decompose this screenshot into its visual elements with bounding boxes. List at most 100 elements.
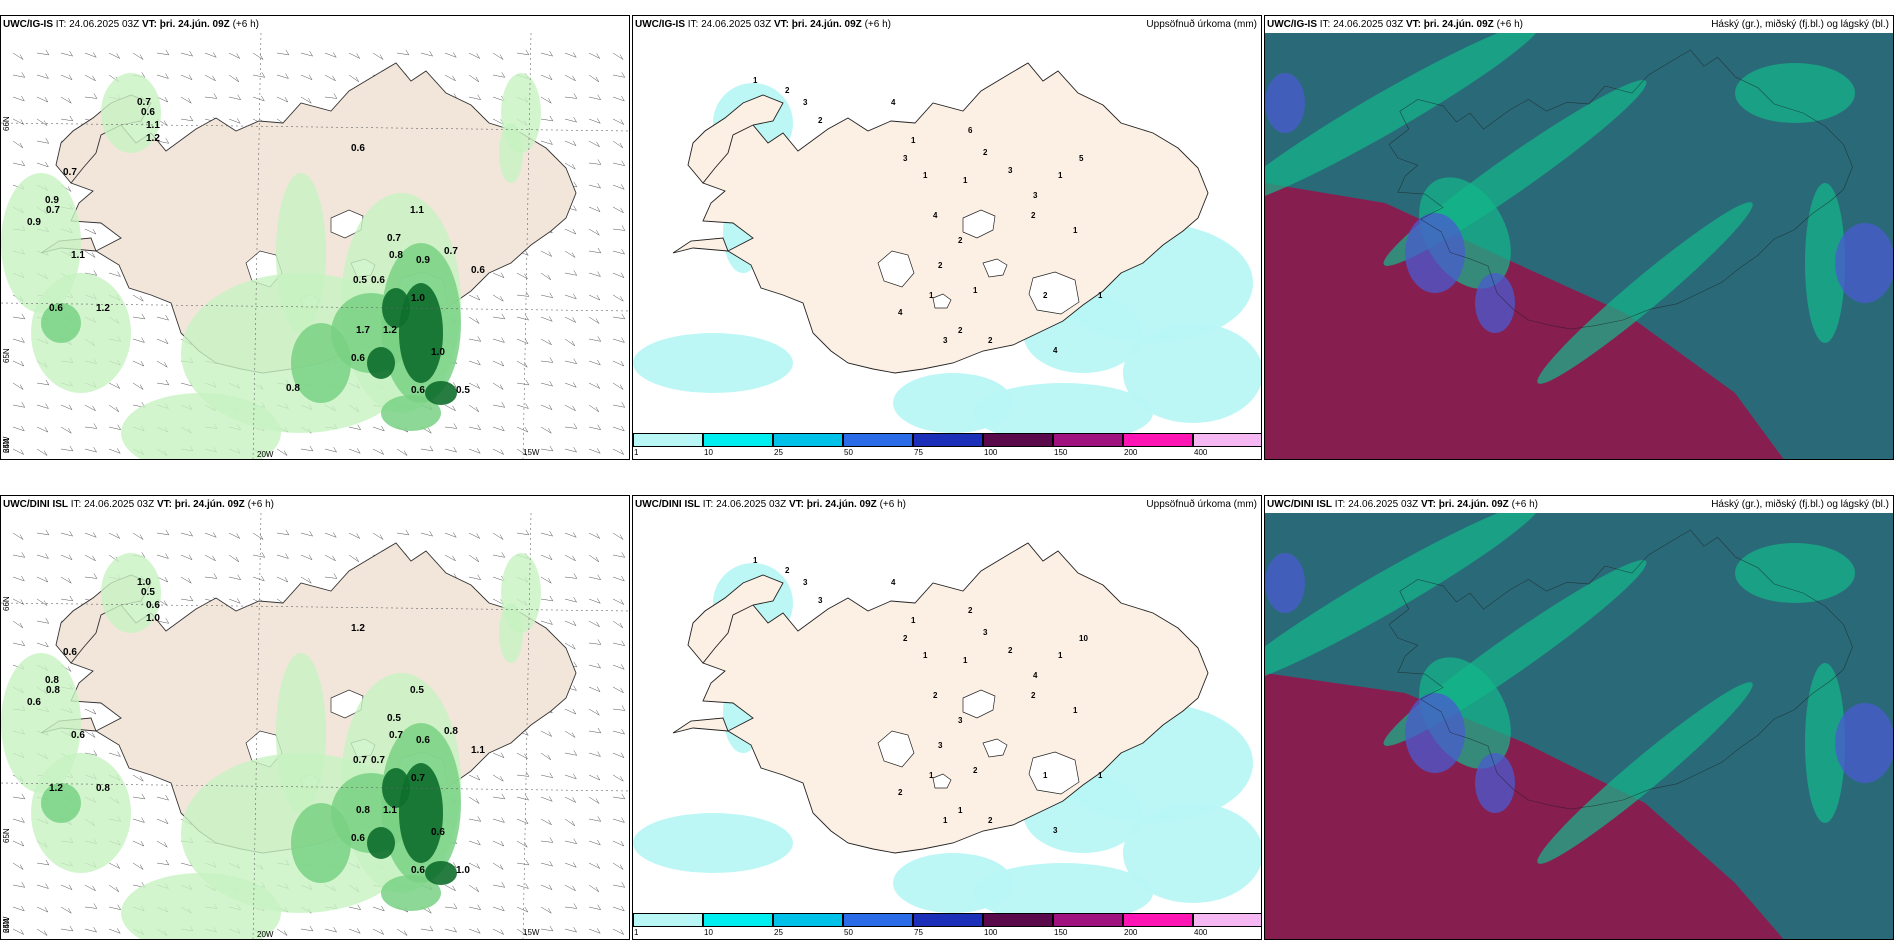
wind-barb xyxy=(564,426,577,429)
wind-barb-flag xyxy=(476,53,480,59)
wind-barb xyxy=(588,74,599,83)
wind-barb-flag xyxy=(285,553,289,559)
wind-barb xyxy=(84,228,96,235)
wind-barb xyxy=(516,796,529,801)
wind-barb-flag xyxy=(572,555,576,561)
wind-barb-flag xyxy=(164,576,169,583)
wind-barb-flag xyxy=(597,574,601,580)
wind-barb-flag xyxy=(19,864,24,870)
wind-barb-flag xyxy=(524,906,529,913)
wind-barb-flag xyxy=(139,384,144,390)
wind-barb xyxy=(612,140,623,149)
wind-barb-flag xyxy=(21,640,25,646)
wind-barb xyxy=(60,906,72,914)
wind-barb-flag xyxy=(597,904,601,910)
wind-barb-flag xyxy=(620,272,625,278)
wind-barb-flag xyxy=(620,449,624,455)
wind-barb-flag xyxy=(525,379,530,386)
latitude-line xyxy=(1,602,629,612)
wind-barb xyxy=(516,382,529,386)
wind-barb-flag xyxy=(596,533,600,539)
wind-barb-flag xyxy=(428,428,432,434)
colorbar-tick-label: 50 xyxy=(844,928,853,937)
wind-barb xyxy=(468,862,480,869)
wind-barb-flag xyxy=(163,600,168,606)
panel-r2-wind-precip: UWC/DINI ISL IT: 24.06.2025 03Z VT: þri.… xyxy=(0,495,630,940)
wind-barb-flag xyxy=(45,161,49,168)
wind-barb xyxy=(588,642,601,645)
precip-value-label: 1.0 xyxy=(431,347,445,358)
wind-barb xyxy=(132,294,144,302)
wind-barb xyxy=(84,532,97,538)
wind-barb-flag xyxy=(548,796,553,802)
wind-barb xyxy=(84,448,97,453)
wind-barb xyxy=(252,74,265,78)
precip-light xyxy=(1,173,81,313)
colorbar-tick-label: 150 xyxy=(1054,448,1068,457)
wind-barb-flag xyxy=(93,423,98,429)
wind-barb-flag xyxy=(573,661,578,668)
wind-barb xyxy=(588,884,599,893)
wind-barb xyxy=(60,928,73,932)
wind-barb xyxy=(84,250,96,258)
wind-barb-flag xyxy=(596,928,601,934)
wind-barb xyxy=(324,96,337,99)
wind-barb-flag xyxy=(499,534,504,540)
wind-barb-flag xyxy=(597,182,601,189)
accum-value-label: 2 xyxy=(785,566,790,575)
wind-barb xyxy=(348,906,361,910)
wind-barb-flag xyxy=(237,574,241,580)
glacier-outline xyxy=(982,738,1008,758)
wind-barb-flag xyxy=(500,449,504,455)
wind-barb-flag xyxy=(476,863,480,869)
wind-barb-flag xyxy=(92,532,97,538)
wind-barb xyxy=(12,360,24,367)
wind-barb xyxy=(540,52,553,57)
wind-barb xyxy=(612,554,625,558)
cloud-mid-patch xyxy=(1265,73,1305,133)
wind-barb-flag xyxy=(212,532,217,538)
wind-barb xyxy=(564,840,577,844)
wind-barb-flag xyxy=(332,555,336,561)
wind-barb xyxy=(540,118,553,122)
wind-barb xyxy=(324,576,337,579)
wind-barb xyxy=(60,448,73,452)
wind-barb xyxy=(252,52,264,60)
wind-barb xyxy=(156,620,169,624)
wind-barb xyxy=(564,118,577,123)
accum-value-label: 4 xyxy=(933,211,938,220)
wind-barb xyxy=(492,426,505,432)
wind-barb-flag xyxy=(92,885,96,891)
wind-barb-flag xyxy=(141,552,145,558)
wind-barb xyxy=(36,642,49,648)
wind-barb-flag xyxy=(477,336,481,342)
wind-barb xyxy=(540,884,553,890)
wind-barb-flag xyxy=(571,820,576,827)
wind-barb-flag xyxy=(45,859,50,866)
wind-barb xyxy=(468,928,481,934)
cloud-mid-patch xyxy=(1405,213,1465,293)
wind-barb xyxy=(468,576,481,580)
wind-barb-flag xyxy=(429,530,433,537)
precip-value-label: 0.6 xyxy=(411,865,425,876)
accum-area xyxy=(973,863,1153,923)
wind-barb-flag xyxy=(21,72,25,78)
panel-r2-accum: UWC/DINI ISL IT: 24.06.2025 03Z VT: þri.… xyxy=(632,495,1262,940)
wind-barb xyxy=(372,426,385,432)
accum-value-label: 3 xyxy=(943,336,948,345)
accum-value-label: 1 xyxy=(753,556,758,565)
wind-barb xyxy=(564,884,576,892)
wind-barb xyxy=(36,426,48,433)
wind-barb xyxy=(516,360,528,368)
wind-barb xyxy=(468,382,480,389)
wind-barb-flag xyxy=(141,313,146,320)
wind-barb-flag xyxy=(597,247,602,254)
panel-title: Háský (gr.), miðský (fj.bl.) og lágský (… xyxy=(1711,19,1889,30)
wind-barb-flag xyxy=(45,379,50,386)
wind-barb xyxy=(12,52,24,60)
accum-value-label: 3 xyxy=(1033,191,1038,200)
wind-barb-flag xyxy=(21,575,25,582)
wind-barb xyxy=(492,906,505,912)
wind-barb xyxy=(180,382,193,387)
wind-barb xyxy=(204,74,216,82)
